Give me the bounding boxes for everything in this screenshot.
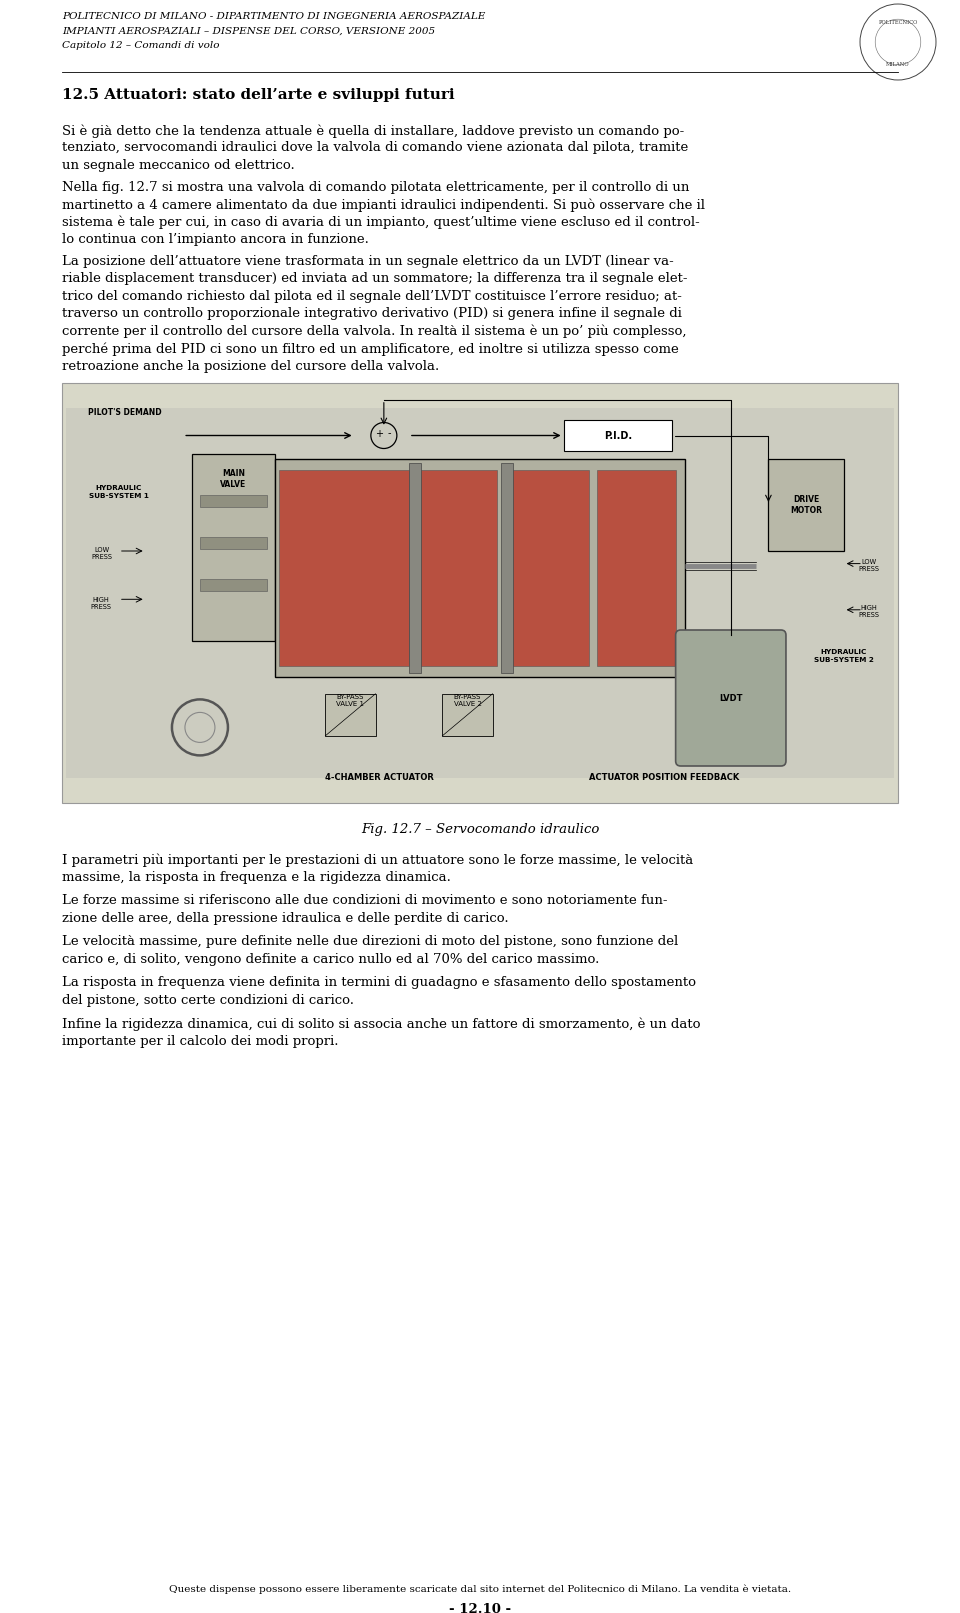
Text: DRIVE
MOTOR: DRIVE MOTOR xyxy=(790,495,822,515)
Text: BY-PASS
VALVE 1: BY-PASS VALVE 1 xyxy=(336,694,365,706)
Text: LOW
PRESS: LOW PRESS xyxy=(91,547,112,560)
Text: HYDRAULIC
SUB-SYSTEM 1: HYDRAULIC SUB-SYSTEM 1 xyxy=(89,486,149,498)
Text: Si è già detto che la tendenza attuale è quella di installare, laddove previsto : Si è già detto che la tendenza attuale è… xyxy=(62,124,684,137)
Text: I parametri più importanti per le prestazioni di un attuatore sono le forze mass: I parametri più importanti per le presta… xyxy=(62,853,693,866)
Text: Fig. 12.7 – Servocomando idraulico: Fig. 12.7 – Servocomando idraulico xyxy=(361,823,599,836)
FancyBboxPatch shape xyxy=(505,469,588,666)
FancyBboxPatch shape xyxy=(501,463,514,673)
Text: martinetto a 4 camere alimentato da due impianti idraulici indipendenti. Si può : martinetto a 4 camere alimentato da due … xyxy=(62,198,705,211)
Text: LOW
PRESS: LOW PRESS xyxy=(858,560,879,573)
FancyBboxPatch shape xyxy=(200,495,267,506)
Text: retroazione anche la posizione del cursore della valvola.: retroazione anche la posizione del curso… xyxy=(62,360,440,373)
Text: - 12.10 -: - 12.10 - xyxy=(449,1603,511,1613)
Text: LVDT: LVDT xyxy=(719,694,742,703)
Text: Capitolo 12 – Comandi di volo: Capitolo 12 – Comandi di volo xyxy=(62,40,220,50)
FancyBboxPatch shape xyxy=(409,463,421,673)
FancyBboxPatch shape xyxy=(279,469,409,666)
Text: La risposta in frequenza viene definita in termini di guadagno e sfasamento dell: La risposta in frequenza viene definita … xyxy=(62,976,696,989)
FancyBboxPatch shape xyxy=(597,469,677,666)
Text: P.I.D.: P.I.D. xyxy=(604,431,632,440)
Text: PILOT'S DEMAND: PILOT'S DEMAND xyxy=(88,408,161,416)
Text: lo continua con l’impianto ancora in funzione.: lo continua con l’impianto ancora in fun… xyxy=(62,232,369,247)
Text: un segnale meccanico od elettrico.: un segnale meccanico od elettrico. xyxy=(62,160,295,173)
Text: del pistone, sotto certe condizioni di carico.: del pistone, sotto certe condizioni di c… xyxy=(62,994,354,1007)
Text: POLITECNICO: POLITECNICO xyxy=(878,19,918,24)
FancyBboxPatch shape xyxy=(413,469,496,666)
Text: HIGH
PRESS: HIGH PRESS xyxy=(90,597,111,610)
Text: corrente per il controllo del cursore della valvola. In realtà il sistema è un p: corrente per il controllo del cursore de… xyxy=(62,324,686,339)
FancyBboxPatch shape xyxy=(325,694,375,736)
Text: massime, la risposta in frequenza e la rigidezza dinamica.: massime, la risposta in frequenza e la r… xyxy=(62,871,451,884)
FancyBboxPatch shape xyxy=(443,694,492,736)
FancyBboxPatch shape xyxy=(200,537,267,548)
Text: Le forze massime si riferiscono alle due condizioni di movimento e sono notoriam: Le forze massime si riferiscono alle due… xyxy=(62,894,667,907)
Text: HYDRAULIC
SUB-SYSTEM 2: HYDRAULIC SUB-SYSTEM 2 xyxy=(814,650,874,663)
Text: traverso un controllo proporzionale integrativo derivativo (PID) si genera infin: traverso un controllo proporzionale inte… xyxy=(62,306,682,319)
FancyBboxPatch shape xyxy=(676,631,786,766)
Text: +: + xyxy=(374,429,383,439)
FancyBboxPatch shape xyxy=(200,579,267,590)
Text: ACTUATOR POSITION FEEDBACK: ACTUATOR POSITION FEEDBACK xyxy=(588,773,739,782)
Text: Queste dispense possono essere liberamente scaricate dal sito internet del Polit: Queste dispense possono essere liberamen… xyxy=(169,1586,791,1595)
Text: La posizione dell’attuatore viene trasformata in un segnale elettrico da un LVDT: La posizione dell’attuatore viene trasfo… xyxy=(62,255,674,268)
Text: MAIN
VALVE: MAIN VALVE xyxy=(220,469,247,489)
Text: sistema è tale per cui, in caso di avaria di un impianto, quest’ultime viene esc: sistema è tale per cui, in caso di avari… xyxy=(62,216,700,229)
FancyBboxPatch shape xyxy=(564,419,672,452)
FancyBboxPatch shape xyxy=(768,458,844,552)
Text: Nella fig. 12.7 si mostra una valvola di comando pilotata elettricamente, per il: Nella fig. 12.7 si mostra una valvola di… xyxy=(62,181,689,194)
Text: BY-PASS
VALVE 2: BY-PASS VALVE 2 xyxy=(453,694,481,706)
FancyBboxPatch shape xyxy=(62,382,898,803)
Text: Infine la rigidezza dinamica, cui di solito si associa anche un fattore di smorz: Infine la rigidezza dinamica, cui di sol… xyxy=(62,1018,701,1031)
Text: riable displacement transducer) ed inviata ad un sommatore; la differenza tra il: riable displacement transducer) ed invia… xyxy=(62,273,687,286)
FancyBboxPatch shape xyxy=(66,408,894,777)
Text: 4-CHAMBER ACTUATOR: 4-CHAMBER ACTUATOR xyxy=(325,773,434,782)
Text: 12.5 Attuatori: stato dell’arte e sviluppi futuri: 12.5 Attuatori: stato dell’arte e svilup… xyxy=(62,89,455,102)
Text: importante per il calcolo dei modi propri.: importante per il calcolo dei modi propr… xyxy=(62,1034,339,1047)
Text: tenziato, servocomandi idraulici dove la valvola di comando viene azionata dal p: tenziato, servocomandi idraulici dove la… xyxy=(62,142,688,155)
Text: Le velocità massime, pure definite nelle due direzioni di moto del pistone, sono: Le velocità massime, pure definite nelle… xyxy=(62,936,679,948)
Text: trico del comando richiesto dal pilota ed il segnale dell’LVDT costituisce l’err: trico del comando richiesto dal pilota e… xyxy=(62,289,682,303)
Text: perché prima del PID ci sono un filtro ed un amplificatore, ed inoltre si utiliz: perché prima del PID ci sono un filtro e… xyxy=(62,342,679,355)
FancyBboxPatch shape xyxy=(192,455,276,642)
Text: POLITECNICO DI MILANO - DIPARTIMENTO DI INGEGNERIA AEROSPAZIALE: POLITECNICO DI MILANO - DIPARTIMENTO DI … xyxy=(62,11,486,21)
Text: -: - xyxy=(387,429,391,439)
Text: IMPIANTI AEROSPAZIALI – DISPENSE DEL CORSO, VERSIONE 2005: IMPIANTI AEROSPAZIALI – DISPENSE DEL COR… xyxy=(62,26,435,35)
FancyBboxPatch shape xyxy=(276,458,684,677)
Text: zione delle aree, della pressione idraulica e delle perdite di carico.: zione delle aree, della pressione idraul… xyxy=(62,911,509,924)
Text: HIGH
PRESS: HIGH PRESS xyxy=(858,605,879,618)
Text: carico e, di solito, vengono definite a carico nullo ed al 70% del carico massim: carico e, di solito, vengono definite a … xyxy=(62,953,599,966)
Text: MILANO: MILANO xyxy=(886,61,910,66)
